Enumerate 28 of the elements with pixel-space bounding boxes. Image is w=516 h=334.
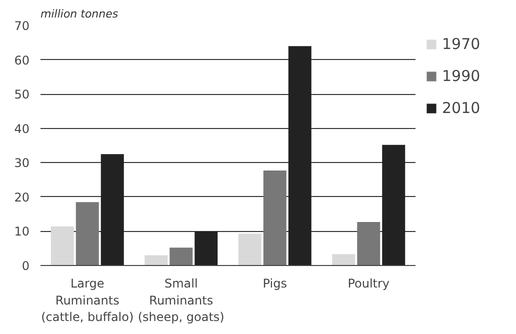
bar [238,234,262,266]
bar [288,46,312,266]
x-tick-label: Pigs [262,276,287,290]
legend-label: 1990 [442,67,480,85]
y-tick-label: 60 [14,53,30,68]
bar [100,154,124,266]
bar [357,222,380,266]
bar [50,226,74,266]
y-tick-label: 70 [14,19,30,33]
bar [263,170,286,266]
y-tick-label: 40 [14,122,30,136]
bar [382,144,406,266]
bar [76,202,99,266]
x-tick-label: Large Ruminants (cattle, buffalo) [41,276,134,324]
y-axis-title: million tonnes [40,8,118,20]
bar [170,248,193,266]
y-tick-label: 10 [14,224,30,239]
x-tick-label: Small Ruminants (sheep, goats) [138,276,224,324]
legend-label: 2010 [442,99,480,117]
y-tick-label: 50 [14,88,30,102]
y-tick-label: 0 [22,259,30,273]
y-tick-label: 20 [14,190,30,204]
bar [144,255,168,266]
bar [194,232,218,266]
bar [332,254,356,266]
y-tick-label: 30 [14,156,30,170]
legend-label: 1970 [442,35,480,53]
x-tick-label: Poultry [348,276,390,290]
